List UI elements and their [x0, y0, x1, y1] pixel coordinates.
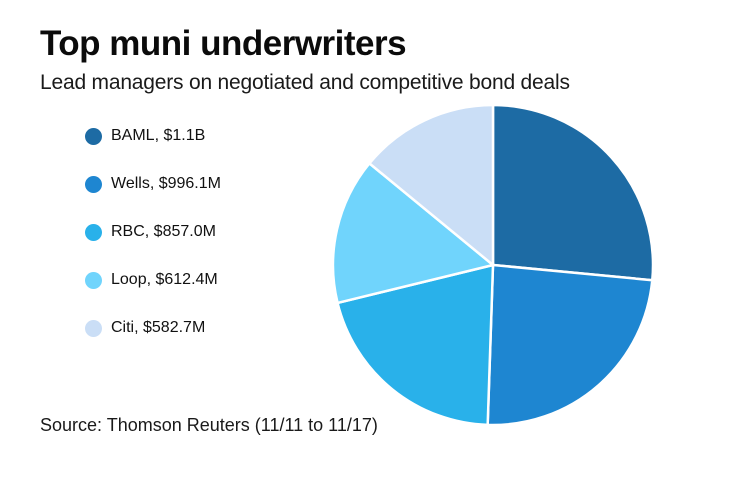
pie-slice-loop	[331, 162, 495, 305]
legend-item: BAML, $1.1B	[85, 112, 221, 160]
chart-subtitle: Lead managers on negotiated and competit…	[40, 71, 570, 94]
pie-slice-wells	[486, 263, 654, 427]
legend-swatch-icon	[85, 271, 102, 289]
legend-label: BAML, $1.1B	[111, 127, 206, 144]
legend-label: Loop, $612.4M	[111, 271, 218, 288]
legend-swatch-icon	[85, 175, 102, 193]
pie-slice-baml	[491, 103, 655, 282]
legend-item: Wells, $996.1M	[85, 160, 221, 208]
legend-swatch-icon	[85, 319, 102, 337]
pie-slice-citi	[368, 103, 495, 267]
legend-item: Loop, $612.4M	[85, 256, 221, 304]
legend-item: Citi, $582.7M	[85, 304, 221, 352]
legend-item: RBC, $857.0M	[85, 208, 221, 256]
pie-slice-rbc	[336, 263, 495, 427]
legend-label: Citi, $582.7M	[111, 319, 206, 336]
legend-label: RBC, $857.0M	[111, 223, 216, 240]
chart-title: Top muni underwriters	[40, 24, 407, 63]
legend-swatch-icon	[85, 223, 102, 241]
legend-swatch-icon	[85, 127, 102, 145]
legend-label: Wells, $996.1M	[111, 175, 221, 192]
pie-chart	[331, 103, 655, 427]
legend: BAML, $1.1B Wells, $996.1M RBC, $857.0M Loo…	[85, 112, 221, 352]
source-note: Source: Thomson Reuters (11/11 to 11/17)	[40, 415, 378, 435]
